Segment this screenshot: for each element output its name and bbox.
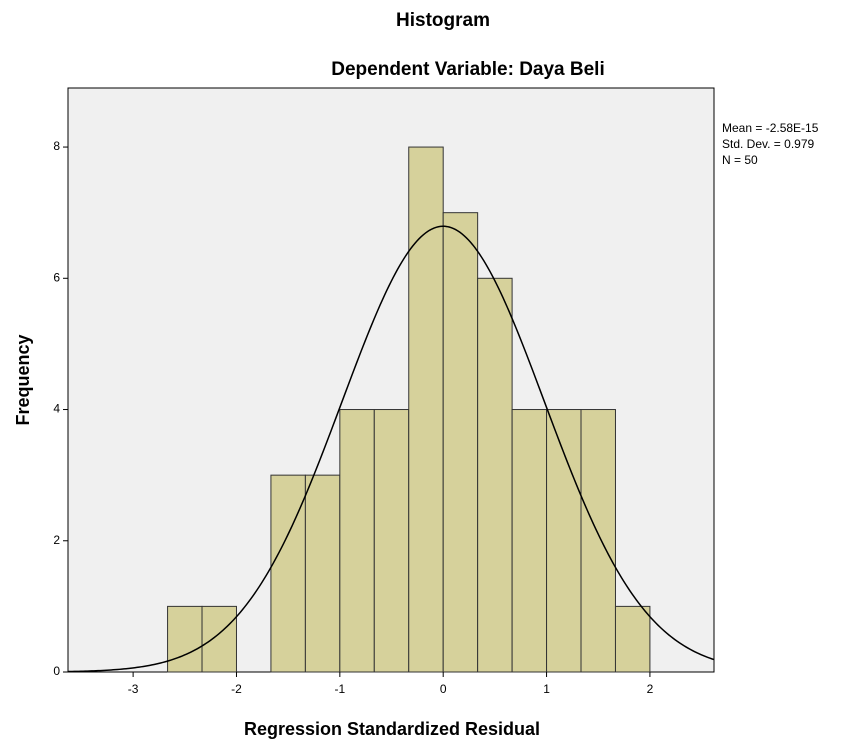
- x-tick-label: 2: [647, 682, 654, 696]
- bar: [614, 605, 651, 673]
- x-tick-label: 0: [440, 682, 447, 696]
- normal-curve: [67, 225, 715, 673]
- bar: [304, 474, 341, 673]
- bar: [580, 409, 616, 673]
- bar: [477, 277, 513, 673]
- chart-subtitle: Dependent Variable: Daya Beli: [331, 59, 605, 80]
- x-axis-label: Regression Standardized Residual: [244, 719, 540, 739]
- bar: [167, 605, 203, 673]
- y-tick-label: 2: [53, 533, 60, 547]
- stats-text: Std. Dev. = 0.979: [722, 137, 814, 151]
- y-axis-label: Frequency: [13, 334, 33, 425]
- bar: [511, 409, 548, 673]
- x-tick-label: -3: [128, 682, 139, 696]
- x-tick-label: -2: [231, 682, 242, 696]
- y-tick-label: 6: [53, 270, 60, 284]
- bar: [546, 409, 582, 673]
- bar: [373, 409, 410, 673]
- bar: [270, 474, 306, 673]
- bar: [442, 212, 479, 673]
- bar: [408, 146, 444, 673]
- x-tick-label: -1: [335, 682, 346, 696]
- x-tick-label: 1: [543, 682, 550, 696]
- stats-text: N = 50: [722, 153, 758, 167]
- stats-text: Mean = -2.58E-15: [722, 121, 819, 135]
- y-tick-label: 0: [53, 664, 60, 678]
- y-tick-label: 4: [53, 402, 60, 416]
- bar: [201, 605, 237, 673]
- y-tick-label: 8: [53, 139, 60, 153]
- chart-title: Histogram: [396, 10, 490, 31]
- bar: [339, 409, 375, 673]
